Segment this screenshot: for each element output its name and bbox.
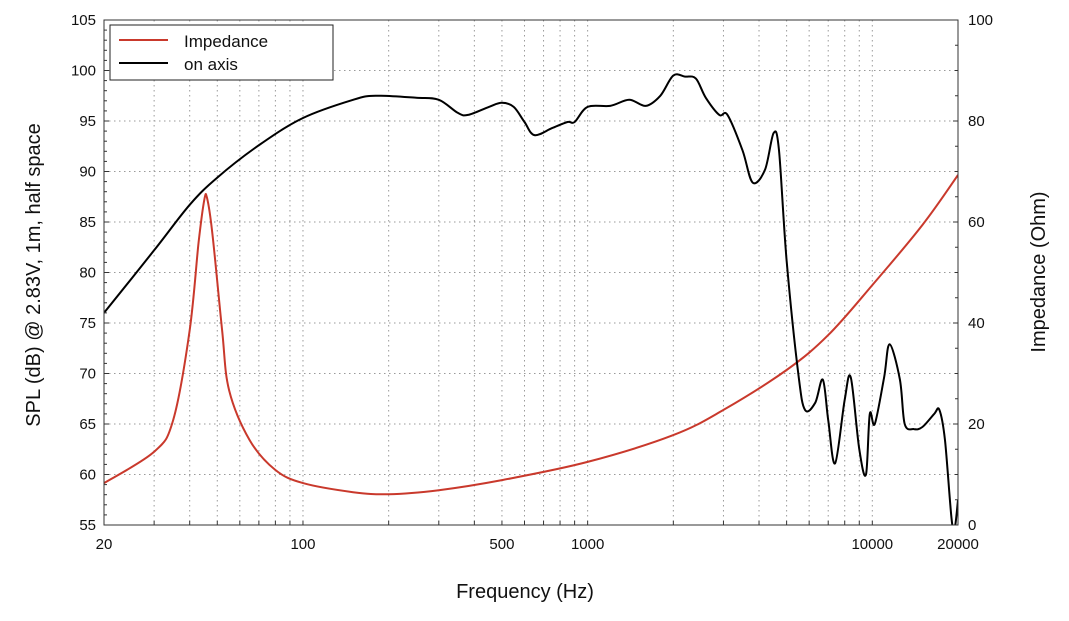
x-tick-label: 20 <box>96 536 113 553</box>
legend-label-on-axis: on axis <box>184 55 238 74</box>
x-tick-label: 10000 <box>851 536 893 553</box>
ticks: 55 60 65 70 75 80 85 90 95 100 105 0 20 40 60 80 100 20 10… <box>71 12 993 553</box>
y-axis-label: SPL (dB) @ 2.83V, 1m, half space <box>23 123 45 426</box>
legend: Impedance on axis <box>109 24 334 81</box>
x-tick-label: 100 <box>290 536 315 553</box>
y2-tick-label: 60 <box>968 214 985 231</box>
y2-tick-label: 20 <box>968 416 985 433</box>
x-axis-label: Frequency (Hz) <box>456 581 594 603</box>
y-tick-label: 105 <box>71 12 96 29</box>
x-tick-label: 500 <box>489 536 514 553</box>
y2-axis-label: Impedance (Ohm) <box>1028 191 1050 352</box>
series-layer <box>104 73 958 525</box>
x-tick-label: 1000 <box>571 536 604 553</box>
y2-tick-label: 80 <box>968 113 985 130</box>
y-tick-label: 65 <box>79 416 96 433</box>
legend-box <box>109 24 334 81</box>
series-line-impedance <box>104 174 958 496</box>
grid <box>104 20 958 525</box>
y2-tick-label: 100 <box>968 12 993 29</box>
y-tick-label: 80 <box>79 265 96 282</box>
series-line-on-axis <box>104 73 958 525</box>
y2-tick-label: 0 <box>968 517 976 534</box>
y-tick-label: 60 <box>79 467 96 484</box>
y-tick-label: 90 <box>79 164 96 181</box>
y-tick-label: 75 <box>79 315 96 332</box>
y-tick-label: 95 <box>79 113 96 130</box>
y-tick-label: 85 <box>79 214 96 231</box>
x-tick-label: 20000 <box>937 536 979 553</box>
y-tick-label: 70 <box>79 366 96 383</box>
y-tick-label: 55 <box>79 517 96 534</box>
y-tick-label: 100 <box>71 63 96 80</box>
legend-label-impedance: Impedance <box>184 32 268 51</box>
y2-tick-label: 40 <box>968 315 985 332</box>
